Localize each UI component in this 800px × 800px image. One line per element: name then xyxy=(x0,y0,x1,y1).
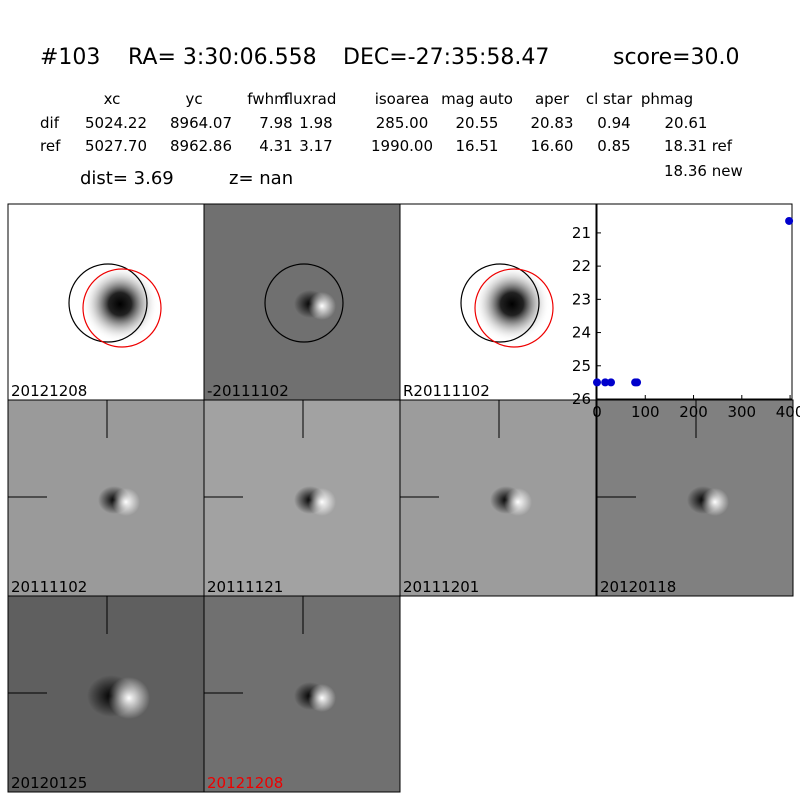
residual-light xyxy=(308,292,336,320)
dist: dist= 3.69 xyxy=(80,168,174,189)
panel-label: -20111102 xyxy=(207,382,289,400)
row-label: dif xyxy=(40,114,60,132)
title-part: RA= 3:30:06.558 xyxy=(128,45,317,70)
column-header: xc xyxy=(104,90,121,108)
panel-label: 20111201 xyxy=(403,578,479,596)
y-tick-label: 22 xyxy=(572,257,591,275)
point xyxy=(593,378,601,387)
y-tick-label: 25 xyxy=(572,357,591,375)
column-header: yc xyxy=(185,90,202,108)
cell: 0.85 xyxy=(597,137,630,155)
x-tick-label: 200 xyxy=(679,403,708,421)
cell: 5024.22 xyxy=(85,114,147,132)
row-label: ref xyxy=(40,137,61,155)
panel-label: 20111121 xyxy=(207,578,283,596)
residual-light xyxy=(108,677,150,719)
aperture-ref xyxy=(82,268,162,348)
plot-area xyxy=(596,203,793,400)
x-tick-label: 0 xyxy=(592,403,602,421)
x-tick-label: 400 xyxy=(776,403,800,421)
lightcurve: 21 22 23 24 25 260 100 200 300 400 xyxy=(572,203,800,421)
panel-label: R20111102 xyxy=(403,382,490,400)
column-header: isoarea xyxy=(375,90,430,108)
source xyxy=(474,266,550,342)
residual-light xyxy=(701,488,729,516)
y-tick-label: 21 xyxy=(572,224,591,242)
column-header: cl star xyxy=(586,90,633,108)
y-tick-label: 23 xyxy=(572,290,591,308)
cell: 16.60 xyxy=(531,137,574,155)
cell: 0.94 xyxy=(597,114,630,132)
cell: 20.61 xyxy=(665,114,708,132)
x-tick-label: 300 xyxy=(727,403,756,421)
title-part: #103 xyxy=(40,45,100,70)
residual-light xyxy=(112,488,140,516)
residual-light xyxy=(308,488,336,516)
column-header: mag auto xyxy=(441,90,513,108)
cell: 8964.07 xyxy=(170,114,232,132)
residual-light xyxy=(504,488,532,516)
point xyxy=(633,378,642,387)
cell: 7.98 xyxy=(259,114,292,132)
redshift: z= nan xyxy=(229,168,293,189)
cell: 1990.00 xyxy=(371,137,433,155)
cell: 20.83 xyxy=(531,114,574,132)
cell: 285.00 xyxy=(376,114,429,132)
title-part: score=30.0 xyxy=(613,45,740,70)
column-header: fluxrad xyxy=(284,90,337,108)
cell: 1.98 xyxy=(299,114,332,132)
title-part: DEC=-27:35:58.47 xyxy=(343,45,549,70)
column-header: phmag xyxy=(641,90,693,108)
panels: 20121208 -20111102 R20111102 20111102 201111… xyxy=(7,203,794,793)
cell: 18.31 ref xyxy=(664,137,733,155)
panel-label: 20111102 xyxy=(11,578,87,596)
residual-light xyxy=(308,684,336,712)
y-tick-label: 26 xyxy=(572,390,591,408)
source xyxy=(82,266,158,342)
cell: 8962.86 xyxy=(170,137,232,155)
aperture-ref xyxy=(474,268,554,348)
point xyxy=(601,378,610,387)
cell: 3.17 xyxy=(299,137,332,155)
aperture xyxy=(68,263,148,343)
aperture xyxy=(460,263,540,343)
cell: 20.55 xyxy=(456,114,499,132)
aperture xyxy=(264,263,344,343)
panel-label: 20120118 xyxy=(600,578,676,596)
cell: 5027.70 xyxy=(85,137,147,155)
x-tick-label: 100 xyxy=(631,403,660,421)
cell: 4.31 xyxy=(259,137,292,155)
column-header: aper xyxy=(535,90,570,108)
phmag-new: 18.36 new xyxy=(664,162,743,180)
column-header: fwhm xyxy=(247,90,288,108)
point xyxy=(606,378,615,387)
panel-label: 20121208 xyxy=(207,774,283,792)
point xyxy=(785,216,794,225)
panel-label: 20121208 xyxy=(11,382,87,400)
panel-label: 20120125 xyxy=(11,774,87,792)
cell: 16.51 xyxy=(456,137,499,155)
y-tick-label: 24 xyxy=(572,324,591,342)
